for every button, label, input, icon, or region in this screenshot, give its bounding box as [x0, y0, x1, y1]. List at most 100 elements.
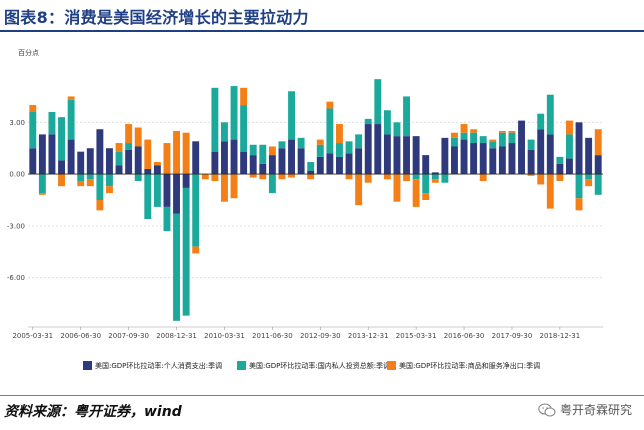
bar-segment-2 — [29, 111, 37, 149]
bar-segment-3 — [393, 174, 401, 202]
bar-segment-3 — [316, 139, 324, 145]
y-tick-label: -3.00 — [7, 222, 25, 230]
y-axis-ticks: -6.00 -3.00 0.00 3.00 — [7, 119, 25, 282]
bar-segment-3 — [211, 174, 219, 182]
bar-segment-1 — [374, 124, 382, 175]
bar-segment-2 — [575, 174, 583, 199]
bar-segment-1 — [96, 129, 104, 175]
bar-segment-1 — [288, 139, 295, 175]
bar-segment-1 — [268, 155, 276, 175]
legend-label-1: 美国:GDP环比拉动率:个人消费支出:季调 — [95, 361, 222, 370]
bar-segment-3 — [336, 124, 343, 144]
legend-swatch-2 — [237, 361, 246, 370]
bar-segment-2 — [221, 122, 228, 142]
legend-swatch-1 — [83, 361, 92, 370]
bar-segment-3 — [58, 174, 65, 187]
bar-segment-2 — [470, 132, 478, 144]
bar-segment-1 — [527, 149, 535, 175]
bar-segment-3 — [431, 179, 439, 183]
bar-segment-1 — [585, 137, 593, 175]
bar-segment-3 — [326, 101, 334, 109]
bar-segment-3 — [546, 174, 554, 209]
bar-segment-3 — [29, 105, 37, 112]
legend-label-3: 美国:GDP环比拉动率:商品和服务净出口:季调 — [399, 361, 540, 370]
bar-segment-3 — [268, 146, 276, 156]
bar-segment-2 — [115, 151, 123, 166]
bar-segment-2 — [125, 143, 133, 150]
bar-segment-1 — [451, 146, 458, 175]
x-tick-label: 2008-12-31 — [156, 332, 197, 340]
x-tick-label: 2018-12-31 — [540, 332, 581, 340]
bar-segment-3 — [556, 174, 564, 182]
bar-segment-1 — [67, 139, 75, 175]
bar-segment-1 — [48, 134, 56, 175]
bar-segment-3 — [201, 174, 209, 180]
bar-segment-3 — [125, 124, 133, 144]
title-divider — [0, 30, 644, 32]
bar-segment-1 — [355, 148, 363, 175]
bar-segment-2 — [134, 174, 142, 182]
bar-segment-2 — [249, 144, 257, 156]
legend-label-2: 美国:GDP环比拉动率:国内私人投资总额:季调 — [249, 361, 390, 370]
stacked-bar-chart: 百分点 -6.00 -3.00 0.00 3.00 2005-03-31 2006-06… — [7, 48, 603, 370]
bar-segment-1 — [77, 151, 85, 175]
bar-segment-2 — [67, 99, 75, 140]
bar-segment-2 — [86, 174, 94, 180]
bar-segment-1 — [144, 168, 152, 175]
bar-segment-2 — [498, 132, 506, 147]
bar-segment-1 — [345, 153, 353, 175]
x-tick-label: 2012-09-30 — [300, 332, 341, 340]
brand: 粤开奇霖研究 — [538, 401, 632, 418]
bar-segment-1 — [326, 153, 334, 175]
gridlines — [28, 121, 603, 279]
x-tick-label: 2006-06-30 — [60, 332, 101, 340]
bar-segment-2 — [355, 134, 363, 149]
bar-segment-2 — [441, 174, 449, 183]
bar-segment-2 — [336, 143, 343, 157]
bar-segment-3 — [451, 132, 458, 138]
bar-segment-3 — [566, 120, 573, 135]
bar-segment-1 — [460, 139, 468, 175]
bar-segment-1 — [556, 163, 564, 175]
bar-segment-3 — [403, 174, 410, 182]
bar-segment-3 — [115, 143, 123, 152]
legend-swatch-3 — [387, 361, 396, 370]
bar-segment-3 — [594, 129, 602, 156]
bar-segment-1 — [316, 156, 324, 175]
bar-segment-1 — [211, 151, 219, 175]
x-axis-ticks: 2005-03-31 2006-06-30 2007-09-30 2008-12-31… — [12, 326, 603, 340]
bar-segment-3 — [575, 198, 583, 211]
bar-segment-3 — [508, 130, 516, 133]
bar-segment-3 — [182, 132, 190, 175]
bar-segment-2 — [297, 137, 305, 149]
bar-segment-1 — [182, 174, 190, 188]
bar-segment-2 — [153, 174, 161, 207]
bar-segment-2 — [192, 174, 200, 247]
x-tick-label: 2016-06-30 — [444, 332, 485, 340]
bar-segment-2 — [163, 206, 171, 232]
bar-segment-3 — [364, 174, 372, 183]
bar-segment-2 — [58, 117, 65, 161]
bar-segment-3 — [355, 174, 363, 206]
bar-segment-2 — [106, 174, 113, 187]
bar-segment-2 — [566, 134, 573, 159]
x-tick-label: 2017-09-30 — [492, 332, 533, 340]
bar-segment-2 — [288, 91, 295, 140]
bar-segment-2 — [48, 111, 56, 135]
bar-segment-2 — [326, 108, 334, 154]
bar-segment-2 — [240, 105, 248, 152]
bar-segment-3 — [489, 139, 497, 142]
bar-segment-3 — [192, 246, 200, 254]
bar-segment-2 — [489, 141, 497, 149]
bar-segment-2 — [383, 110, 391, 135]
y-axis-unit-label: 百分点 — [18, 48, 39, 57]
wechat-icon — [538, 402, 556, 417]
bar-segment-3 — [173, 130, 180, 175]
bar-segment-3 — [38, 193, 46, 195]
bar-segment-3 — [86, 179, 94, 187]
bar-segment-3 — [163, 143, 171, 175]
x-tick-label: 2015-03-31 — [396, 332, 437, 340]
legend: 美国:GDP环比拉动率:个人消费支出:季调 美国:GDP环比拉动率:国内私人投资总… — [83, 361, 540, 370]
bar-segment-2 — [527, 139, 535, 150]
bar-segment-2 — [364, 118, 372, 125]
